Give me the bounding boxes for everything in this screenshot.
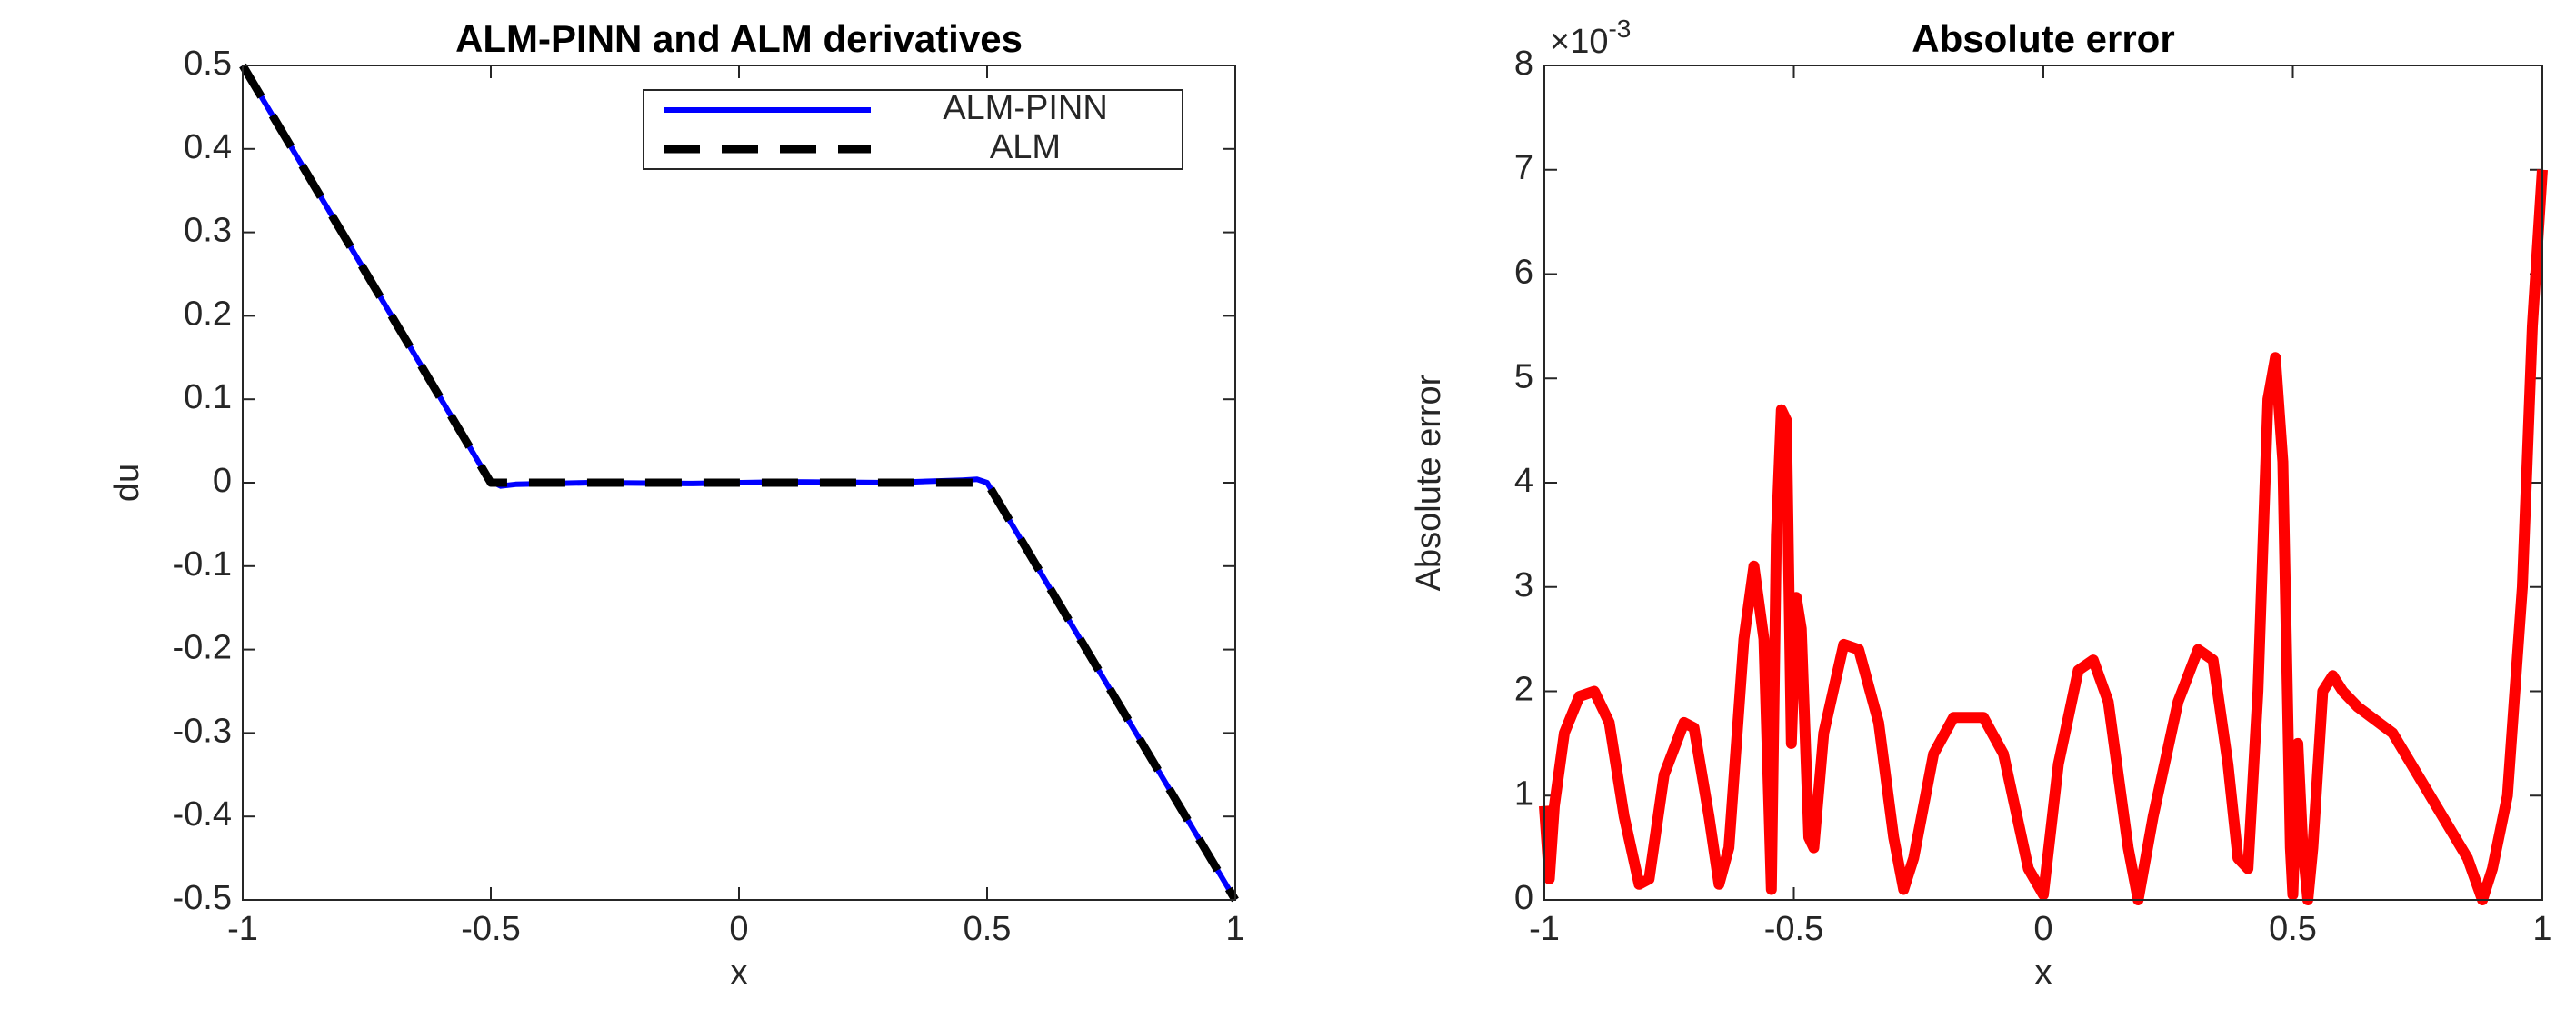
exponent-base: ×10 <box>1550 23 1608 61</box>
y-tick-label: -0.1 <box>173 545 232 584</box>
chart-title: Absolute error <box>1912 17 2174 60</box>
y-tick-label: 0.5 <box>184 45 232 83</box>
y-tick-label: 4 <box>1514 462 1533 500</box>
y-tick-label: 3 <box>1514 566 1533 604</box>
x-tick-label: 0 <box>2033 910 2052 948</box>
y-axis-label: du <box>108 464 146 502</box>
x-tick-label: 1 <box>2532 910 2551 948</box>
axis-box <box>242 65 1236 901</box>
y-tick-label: 6 <box>1514 254 1533 292</box>
y-tick-label: -0.2 <box>173 629 232 667</box>
y-tick-label: 1 <box>1514 774 1533 813</box>
axis-box <box>1543 65 2543 901</box>
y-tick-label: -0.4 <box>173 795 232 834</box>
exponent-power: -3 <box>1608 15 1631 43</box>
x-tick-label: -0.5 <box>461 910 520 948</box>
chart-title: ALM-PINN and ALM derivatives <box>455 17 1023 60</box>
y-axis-label: Absolute error <box>1410 374 1448 591</box>
y-tick-label: 0.3 <box>184 212 232 250</box>
y-tick-label: 7 <box>1514 149 1533 187</box>
y-tick-label: 8 <box>1514 45 1533 83</box>
exponent-label: ×10-3 <box>1550 15 1631 61</box>
legend-box <box>643 89 1183 170</box>
x-axis-label: x <box>731 954 748 992</box>
x-tick-label: -0.5 <box>1764 910 1823 948</box>
x-axis-label: x <box>2035 954 2052 992</box>
x-tick-label: 0 <box>729 910 748 948</box>
y-tick-label: 0.2 <box>184 295 232 333</box>
y-tick-label: 2 <box>1514 671 1533 709</box>
y-tick-label: -0.5 <box>173 879 232 917</box>
x-tick-label: -1 <box>227 910 258 948</box>
y-tick-label: 5 <box>1514 357 1533 395</box>
x-tick-label: 1 <box>1225 910 1244 948</box>
x-tick-label: -1 <box>1529 910 1560 948</box>
legend-label: ALM-PINN <box>943 89 1108 127</box>
y-tick-label: 0 <box>213 462 232 500</box>
x-tick-label: 0.5 <box>2269 910 2317 948</box>
data-line <box>239 63 1239 903</box>
data-line <box>1539 169 2548 905</box>
y-tick-label: 0.1 <box>184 378 232 416</box>
y-tick-label: -0.3 <box>173 712 232 750</box>
y-tick-label: 0 <box>1514 879 1533 917</box>
legend-label: ALM <box>990 128 1061 166</box>
x-tick-label: 0.5 <box>964 910 1012 948</box>
y-tick-label: 0.4 <box>184 128 232 166</box>
